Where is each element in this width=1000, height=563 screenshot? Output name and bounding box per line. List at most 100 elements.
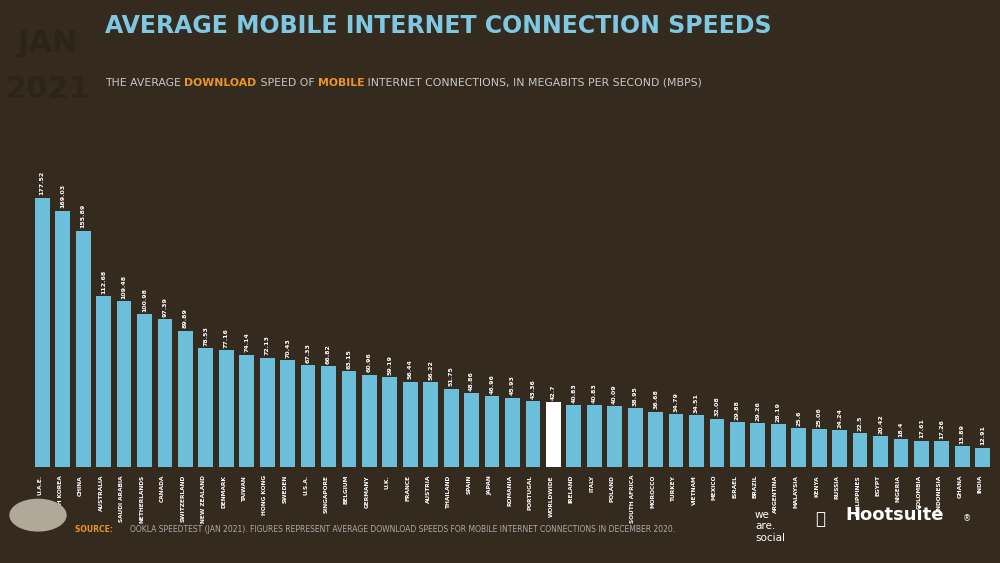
Text: TAIWAN: TAIWAN [242,475,247,501]
Text: 177.52: 177.52 [40,171,45,195]
Bar [321,366,336,467]
Bar [137,314,152,467]
Text: 32.08: 32.08 [714,396,719,416]
Text: SPAIN: SPAIN [467,475,472,494]
Text: 56.22: 56.22 [428,360,433,379]
Bar [628,408,643,467]
Text: 89.89: 89.89 [183,309,188,328]
Text: 155.89: 155.89 [81,204,86,228]
Text: CANADA: CANADA [160,475,165,502]
Bar [239,355,254,467]
Text: MOBILE: MOBILE [318,78,364,88]
Text: 40.09: 40.09 [612,385,617,404]
Text: PHILIPPINES: PHILIPPINES [855,475,860,516]
Text: 109.48: 109.48 [122,275,127,299]
Bar [689,415,704,467]
Text: SOUTH AFRICA: SOUTH AFRICA [630,475,635,524]
Text: FRANCE: FRANCE [405,475,410,501]
Bar [403,382,418,467]
Text: THAILAND: THAILAND [446,475,451,508]
Text: 20.42: 20.42 [878,414,883,434]
Bar [894,439,908,467]
Text: 56.44: 56.44 [408,359,413,379]
Text: SPEED OF: SPEED OF [257,78,318,88]
Text: 18.4: 18.4 [898,422,903,437]
Bar [812,429,827,467]
Bar [771,425,786,467]
Text: ARGENTINA: ARGENTINA [773,475,778,513]
Text: TURKEY: TURKEY [671,475,676,501]
Bar [423,382,438,467]
Text: 43.36: 43.36 [530,379,535,399]
Text: 24.24: 24.24 [837,408,842,428]
Text: SINGAPORE: SINGAPORE [323,475,328,513]
Text: GERMANY: GERMANY [364,475,369,507]
Text: 169.03: 169.03 [60,184,65,208]
Bar [280,360,295,467]
Text: IRELAND: IRELAND [569,475,574,503]
Text: ®: ® [963,515,971,524]
Bar [566,405,581,467]
Text: DOWNLOAD: DOWNLOAD [184,78,257,88]
Text: 2021: 2021 [5,75,90,104]
Text: INDONESIA: INDONESIA [937,475,942,511]
Text: 17.61: 17.61 [919,418,924,438]
Bar [873,436,888,467]
Text: POLAND: POLAND [610,475,615,502]
Text: BELGIUM: BELGIUM [344,475,349,504]
Text: OOKLA SPEEDTEST (JAN 2021). FIGURES REPRESENT AVERAGE DOWNLOAD SPEEDS FOR MOBILE: OOKLA SPEEDTEST (JAN 2021). FIGURES REPR… [130,525,675,534]
Bar [464,393,479,467]
Bar [178,331,193,467]
Bar [485,396,499,467]
Text: ROMANIA: ROMANIA [508,475,512,506]
Text: 70.43: 70.43 [285,338,290,358]
Bar [526,401,540,467]
Bar [750,423,765,467]
Text: 22.5: 22.5 [858,415,863,431]
Bar [607,406,622,467]
Text: VIETNAM: VIETNAM [692,475,697,504]
Bar [587,405,602,467]
Text: WORLDWIDE: WORLDWIDE [548,475,553,516]
Text: 48.86: 48.86 [469,371,474,391]
Text: 42.7: 42.7 [551,385,556,400]
Bar [219,350,234,467]
Text: EGYPT: EGYPT [876,475,881,496]
Text: 97.39: 97.39 [162,297,167,317]
Bar [117,301,131,467]
Text: INDIA: INDIA [978,475,983,493]
Text: AUSTRIA: AUSTRIA [426,475,431,503]
Text: SAUDI ARABIA: SAUDI ARABIA [119,475,124,521]
Text: NEW ZEALAND: NEW ZEALAND [201,475,206,523]
Text: Hootsuite: Hootsuite [845,506,944,524]
Text: NETHERLANDS: NETHERLANDS [139,475,144,523]
Bar [914,440,929,467]
Bar [198,348,213,467]
Bar [505,397,520,467]
Text: 13.89: 13.89 [960,424,965,444]
Bar [96,296,111,467]
Text: 51.75: 51.75 [449,367,454,386]
Text: 60.96: 60.96 [367,352,372,373]
Text: 77.16: 77.16 [224,328,229,348]
Text: U.K.: U.K. [385,475,390,489]
Text: DENMARK: DENMARK [221,475,226,508]
Text: GHANA: GHANA [957,475,962,498]
Bar [362,375,377,467]
Bar [669,414,683,467]
Text: 46.96: 46.96 [490,374,495,394]
Bar [342,372,356,467]
Text: 🦉: 🦉 [815,510,825,528]
Bar [955,446,970,467]
Bar [55,211,70,467]
Text: 78.53: 78.53 [203,326,208,346]
Text: KENYA: KENYA [814,475,819,497]
Text: 25.6: 25.6 [796,410,801,426]
Text: 36.68: 36.68 [653,390,658,409]
Text: 34.79: 34.79 [674,392,679,412]
Text: 59.19: 59.19 [387,355,392,375]
Text: 40: 40 [29,508,47,522]
Text: PORTUGAL: PORTUGAL [528,475,533,510]
Text: 40.83: 40.83 [571,383,576,403]
Text: ISRAEL: ISRAEL [732,475,737,498]
